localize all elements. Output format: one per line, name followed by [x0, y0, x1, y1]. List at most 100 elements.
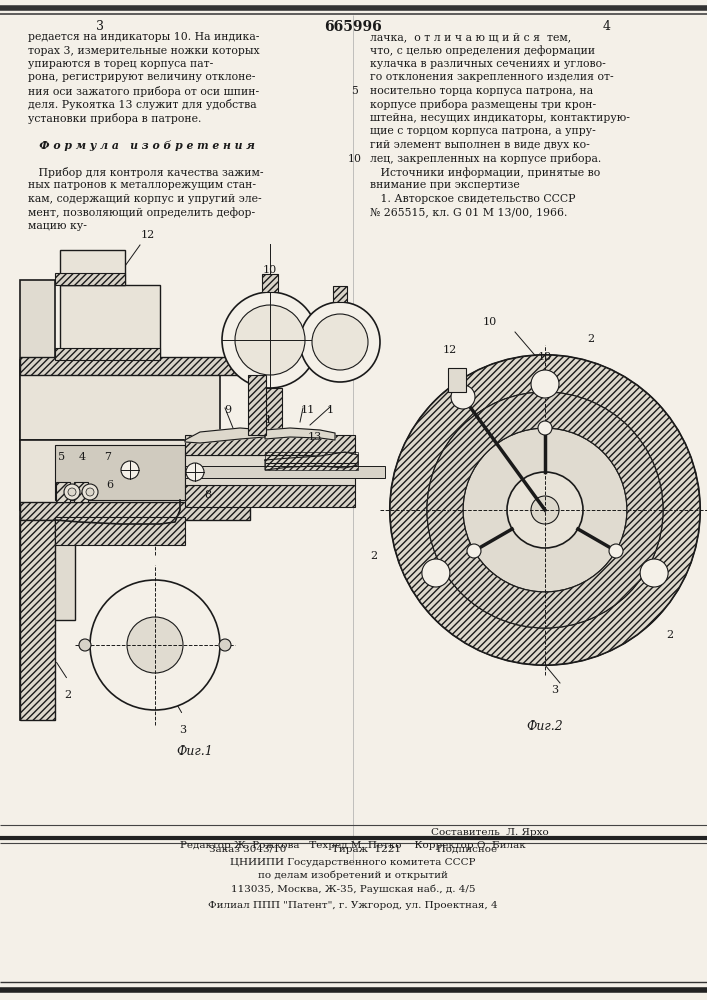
Text: деля. Рукоятка 13 служит для удобства: деля. Рукоятка 13 служит для удобства: [28, 100, 257, 110]
Bar: [55, 445, 185, 500]
Text: 9: 9: [224, 405, 232, 415]
Text: 7: 7: [105, 452, 112, 462]
Bar: [20, 280, 55, 720]
Text: Редактор Ж. Рожкова   Техред М. Петко    Корректор О. Билак: Редактор Ж. Рожкова Техред М. Петко Корр…: [180, 841, 526, 850]
Text: гий элемент выполнен в виде двух ко-: гий элемент выполнен в виде двух ко-: [370, 140, 590, 150]
Bar: [265, 452, 358, 470]
Circle shape: [531, 370, 559, 398]
Text: редается на индикаторы 10. На индика-: редается на индикаторы 10. На индика-: [28, 32, 259, 42]
Text: кам, содержащий корпус и упругий эле-: кам, содержащий корпус и упругий эле-: [28, 194, 262, 204]
Text: 10: 10: [483, 317, 497, 327]
Bar: [185, 435, 355, 455]
Text: кулачка в различных сечениях и углово-: кулачка в различных сечениях и углово-: [370, 59, 606, 69]
Text: ния оси зажатого прибора от оси шпин-: ния оси зажатого прибора от оси шпин-: [28, 86, 259, 97]
Circle shape: [219, 639, 231, 651]
Text: Филиал ППП "Патент", г. Ужгород, ул. Проектная, 4: Филиал ППП "Патент", г. Ужгород, ул. Про…: [208, 901, 498, 910]
Circle shape: [422, 559, 450, 587]
Text: 3: 3: [551, 685, 559, 695]
Circle shape: [531, 496, 559, 524]
Circle shape: [451, 385, 475, 409]
Bar: [74, 482, 88, 502]
Bar: [20, 515, 75, 620]
Circle shape: [235, 305, 305, 375]
Text: торах 3, измерительные ножки которых: торах 3, измерительные ножки которых: [28, 45, 259, 55]
Text: 4: 4: [78, 452, 86, 462]
Text: Фиг.2: Фиг.2: [527, 720, 563, 733]
Circle shape: [127, 617, 183, 673]
Bar: [333, 286, 347, 302]
Text: что, с целью определения деформации: что, с целью определения деформации: [370, 45, 595, 56]
Text: носительно торца корпуса патрона, на: носительно торца корпуса патрона, на: [370, 86, 593, 96]
Text: щие с торцом корпуса патрона, а упру-: щие с торцом корпуса патрона, а упру-: [370, 126, 596, 136]
Circle shape: [186, 463, 204, 481]
Bar: [60, 285, 160, 360]
Circle shape: [507, 472, 583, 548]
Text: лец, закрепленных на корпусе прибора.: лец, закрепленных на корпусе прибора.: [370, 153, 601, 164]
Text: 3: 3: [96, 20, 104, 33]
Text: 3: 3: [180, 725, 187, 735]
Bar: [185, 455, 355, 485]
Circle shape: [79, 639, 91, 651]
Bar: [55, 348, 160, 360]
Text: № 265515, кл. G 01 M 13/00, 1966.: № 265515, кл. G 01 M 13/00, 1966.: [370, 208, 568, 218]
Text: 8: 8: [204, 490, 211, 500]
Circle shape: [64, 484, 80, 500]
Bar: [185, 466, 385, 478]
Wedge shape: [427, 392, 663, 628]
Text: 2: 2: [64, 690, 71, 700]
Text: 6: 6: [107, 480, 114, 490]
Circle shape: [82, 484, 98, 500]
Text: корпусе прибора размещены три крон-: корпусе прибора размещены три крон-: [370, 100, 596, 110]
Text: по делам изобретений и открытий: по делам изобретений и открытий: [258, 871, 448, 880]
Circle shape: [68, 488, 76, 496]
Text: Прибор для контроля качества зажим-: Прибор для контроля качества зажим-: [28, 167, 264, 178]
Polygon shape: [265, 428, 335, 440]
Text: внимание при экспертизе: внимание при экспертизе: [370, 180, 520, 190]
Text: 1: 1: [327, 405, 334, 415]
Text: ЦНИИПИ Государственного комитета СССР: ЦНИИПИ Государственного комитета СССР: [230, 858, 476, 867]
Text: 11: 11: [301, 405, 315, 415]
Circle shape: [609, 544, 623, 558]
Text: Источники информации, принятые во: Источники информации, принятые во: [370, 167, 600, 178]
Bar: [56, 482, 70, 502]
Text: 1: 1: [265, 415, 272, 425]
Text: 1. Авторское свидетельство СССР: 1. Авторское свидетельство СССР: [370, 194, 575, 204]
Circle shape: [90, 580, 220, 710]
Text: 2: 2: [588, 334, 595, 344]
Bar: [20, 440, 220, 510]
Circle shape: [467, 544, 481, 558]
Text: штейна, несущих индикаторы, контактирую-: штейна, несущих индикаторы, контактирую-: [370, 113, 630, 123]
Text: Составитель  Л. Ярхо: Составитель Л. Ярхо: [431, 828, 549, 837]
Circle shape: [121, 461, 139, 479]
Text: установки прибора в патроне.: установки прибора в патроне.: [28, 113, 201, 124]
Text: 10: 10: [263, 265, 277, 275]
Bar: [262, 274, 278, 292]
Text: 2: 2: [667, 630, 674, 640]
Bar: [448, 368, 466, 392]
Text: лачка,  о т л и ч а ю щ и й с я  тем,: лачка, о т л и ч а ю щ и й с я тем,: [370, 32, 571, 42]
Bar: [60, 250, 125, 285]
Bar: [248, 375, 266, 435]
Circle shape: [312, 314, 368, 370]
Circle shape: [300, 302, 380, 382]
Text: упираются в торец корпуса пат-: упираются в торец корпуса пат-: [28, 59, 214, 69]
Text: го отклонения закрепленного изделия от-: го отклонения закрепленного изделия от-: [370, 73, 614, 83]
Text: 12: 12: [443, 345, 457, 355]
Text: мент, позволяющий определить дефор-: мент, позволяющий определить дефор-: [28, 208, 255, 218]
Circle shape: [538, 421, 552, 435]
Text: Фиг.1: Фиг.1: [177, 745, 214, 758]
Text: 5: 5: [468, 579, 475, 589]
Text: 665996: 665996: [324, 20, 382, 34]
Circle shape: [463, 428, 627, 592]
Bar: [20, 502, 250, 520]
Text: Ф о р м у л а   и з о б р е т е н и я: Ф о р м у л а и з о б р е т е н и я: [28, 140, 255, 151]
Text: 10: 10: [348, 153, 362, 163]
Circle shape: [427, 392, 663, 628]
Text: рона, регистрируют величину отклоне-: рона, регистрируют величину отклоне-: [28, 73, 255, 83]
Text: 13: 13: [308, 432, 322, 442]
Circle shape: [86, 488, 94, 496]
Bar: [55, 273, 125, 285]
Text: мацию ку-: мацию ку-: [28, 221, 87, 231]
Text: Заказ 3043/10              Тираж  1221           Подписное: Заказ 3043/10 Тираж 1221 Подписное: [209, 845, 497, 854]
Text: 113035, Москва, Ж-35, Раушская наб., д. 4/5: 113035, Москва, Ж-35, Раушская наб., д. …: [230, 884, 475, 894]
